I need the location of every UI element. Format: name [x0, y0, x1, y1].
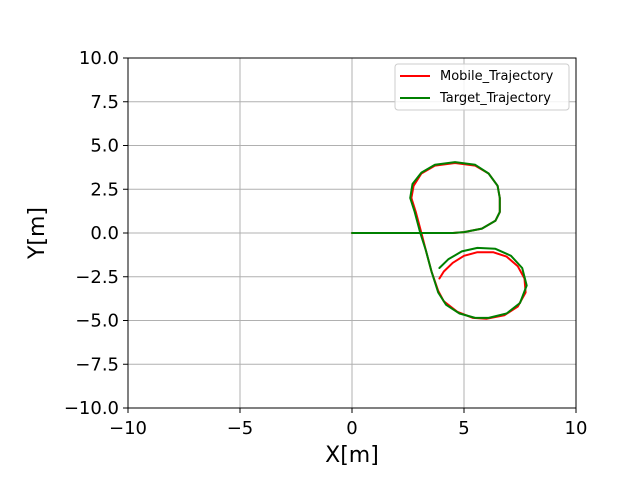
x-tick-label: 0	[346, 418, 357, 439]
series-lines	[351, 161, 528, 320]
y-tick-label: −2.5	[75, 267, 119, 288]
x-tick-label: 5	[458, 418, 469, 439]
y-tick-label: −7.5	[75, 354, 119, 375]
legend-box	[394, 63, 570, 111]
series-line-target-trajectory	[351, 161, 528, 319]
x-tick-label: −10	[109, 418, 147, 439]
y-tick-label: 0.0	[90, 223, 119, 244]
legend-label-target: Target_Trajectory	[439, 91, 551, 106]
y-tick-label: 7.5	[90, 92, 119, 113]
x-ticks: −10 −5 0 5 10	[109, 408, 587, 439]
y-tick-label: −5.0	[75, 311, 119, 332]
y-tick-label: 10.0	[79, 48, 119, 69]
x-tick-label: −5	[227, 418, 254, 439]
series-line-mobile-trajectory	[351, 162, 527, 320]
y-tick-label: −10.0	[64, 398, 119, 419]
legend-label-mobile: Mobile_Trajectory	[440, 69, 554, 84]
y-tick-label: 5.0	[90, 136, 119, 157]
legend: Mobile_Trajectory Target_Trajectory	[394, 63, 570, 111]
y-axis-label: Y[m]	[25, 207, 50, 260]
y-tick-label: 2.5	[90, 179, 119, 200]
x-axis-label: X[m]	[325, 443, 379, 468]
y-ticks: 10.0 7.5 5.0 2.5 0.0 −2.5 −5.0 −7.5 −10.0	[64, 48, 128, 419]
x-tick-label: 10	[565, 418, 588, 439]
